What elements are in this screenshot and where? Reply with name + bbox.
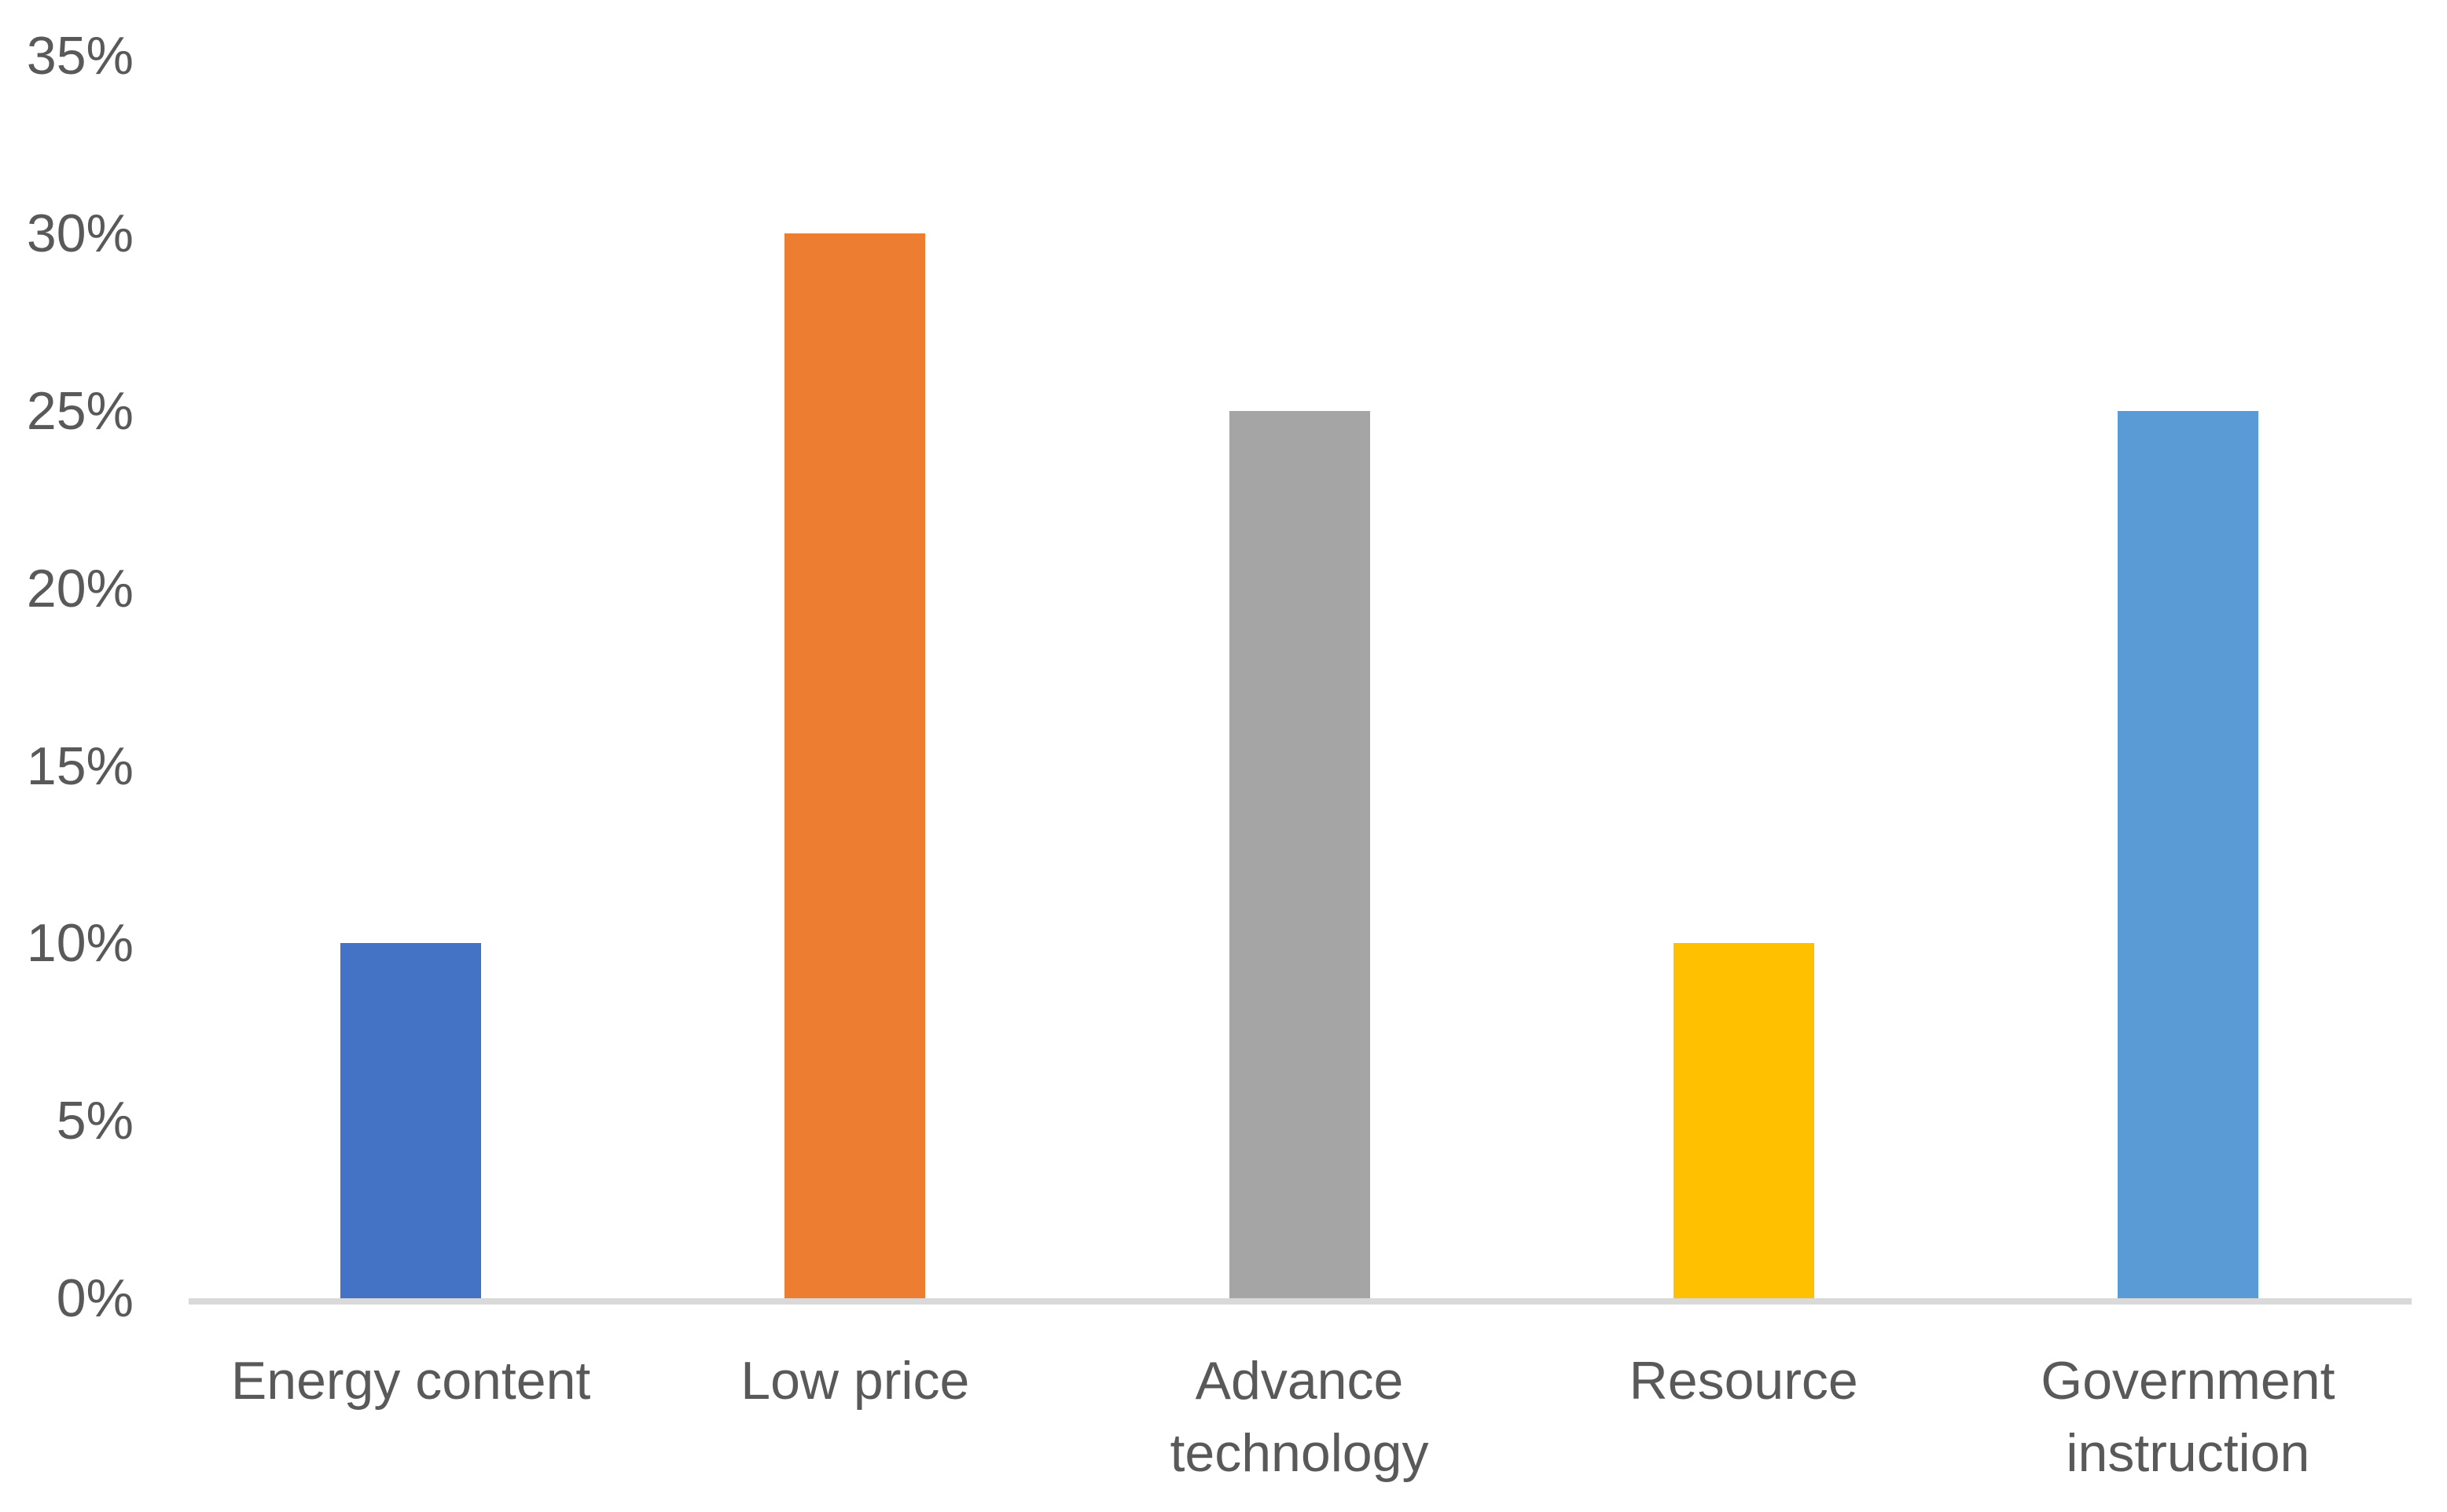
bar-resource — [1673, 943, 1814, 1298]
y-tick-label: 35% — [26, 26, 134, 86]
bar-low-price — [784, 233, 926, 1298]
y-tick-label: 30% — [26, 204, 134, 264]
x-axis-line — [189, 1298, 2412, 1305]
y-tick-label: 25% — [26, 381, 134, 441]
y-tick-label: 5% — [56, 1091, 134, 1151]
bar-government-instruction — [2117, 411, 2258, 1298]
category-label-government-instruction: Government instruction — [2041, 1351, 2335, 1483]
y-tick-label: 10% — [26, 913, 134, 974]
category-label-resource: Resource — [1629, 1351, 1858, 1411]
y-tick-label: 15% — [26, 736, 134, 796]
bar-advance-technology — [1229, 411, 1370, 1298]
bar-energy-content — [340, 943, 482, 1298]
category-label-advance-technology: Advance technology — [1170, 1351, 1429, 1483]
y-tick-label: 20% — [26, 558, 134, 618]
category-label-energy-content: Energy content — [230, 1351, 591, 1411]
category-label-low-price: Low price — [740, 1351, 970, 1411]
y-tick-label: 0% — [56, 1268, 134, 1328]
